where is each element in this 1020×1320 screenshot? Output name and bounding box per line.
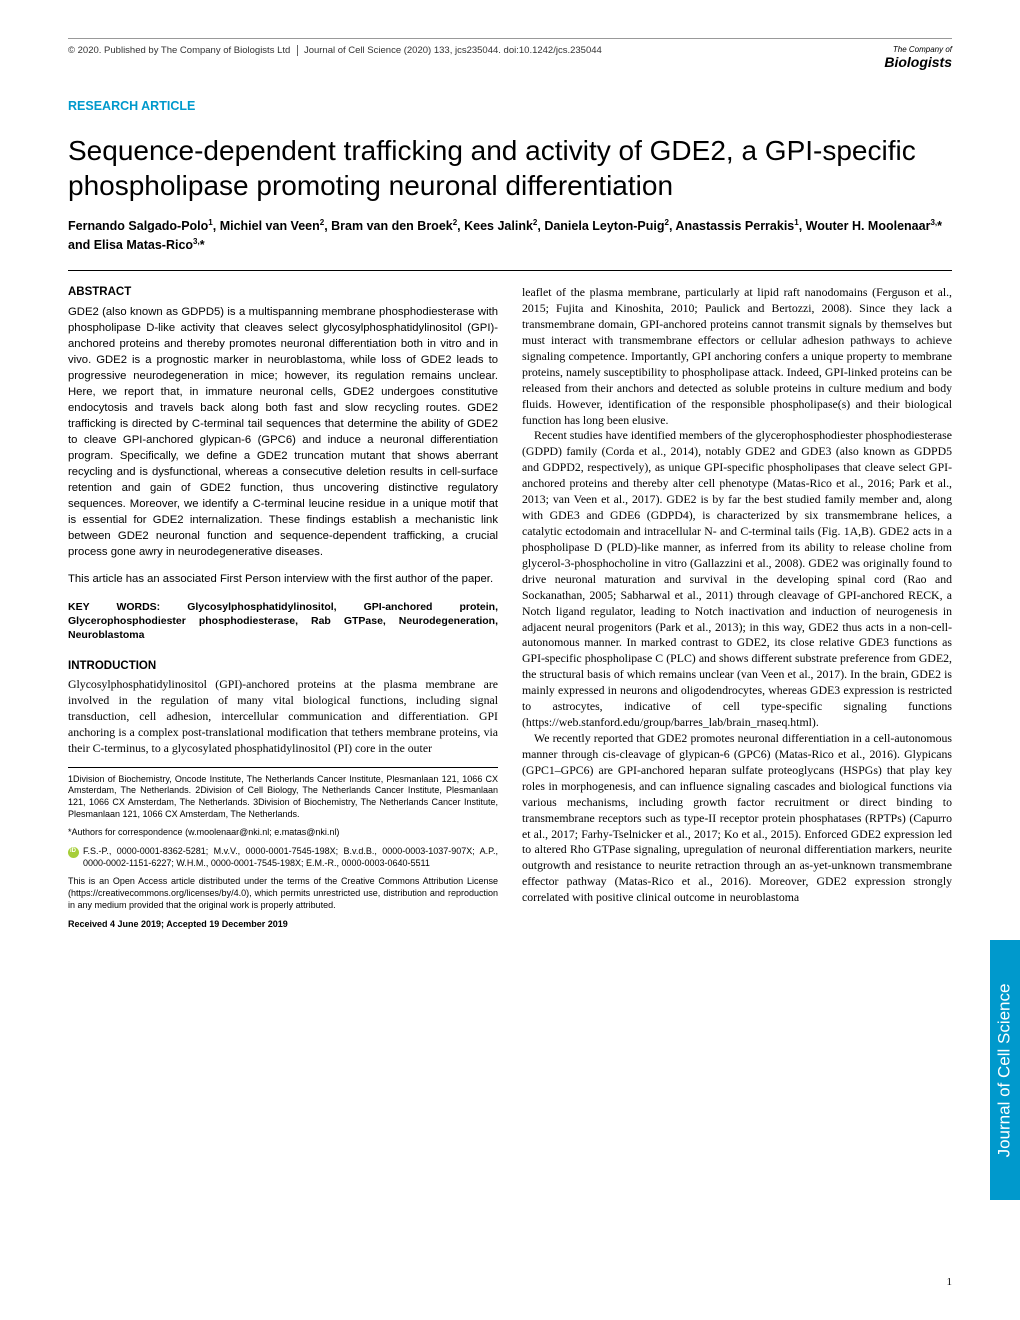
article-title: Sequence-dependent trafficking and activ…	[68, 133, 952, 203]
body-para-1: leaflet of the plasma membrane, particul…	[522, 285, 952, 428]
author-list: Fernando Salgado-Polo1, Michiel van Veen…	[68, 217, 952, 254]
journal-sidebar-tab: Journal of Cell Science	[990, 940, 1020, 1200]
body-para-3: We recently reported that GDE2 promotes …	[522, 731, 952, 906]
received-accepted: Received 4 June 2019; Accepted 19 Decemb…	[68, 919, 498, 931]
orcid-line: F.S.-P., 0000-0001-8362-5281; M.v.V., 00…	[68, 846, 498, 869]
first-person-note: This article has an associated First Per…	[68, 572, 498, 588]
orcid-icon	[68, 847, 79, 858]
right-column: leaflet of the plasma membrane, particul…	[522, 285, 952, 937]
header-bar: © 2020. Published by The Company of Biol…	[68, 38, 952, 70]
copyright: © 2020. Published by The Company of Biol…	[68, 45, 290, 56]
introduction-text: Glycosylphosphatidylinositol (GPI)-ancho…	[68, 677, 498, 757]
left-column: ABSTRACT GDE2 (also known as GDPD5) is a…	[68, 285, 498, 937]
title-divider	[68, 270, 952, 271]
two-column-body: ABSTRACT GDE2 (also known as GDPD5) is a…	[68, 285, 952, 937]
logo-prefix: The Company of	[893, 45, 952, 54]
article-type: RESEARCH ARTICLE	[68, 98, 952, 115]
intro-para-1: Glycosylphosphatidylinositol (GPI)-ancho…	[68, 677, 498, 757]
orcid-ids: F.S.-P., 0000-0001-8362-5281; M.v.V., 00…	[83, 846, 498, 869]
page-number: 1	[947, 1275, 953, 1290]
license-text: This is an Open Access article distribut…	[68, 876, 498, 911]
abstract-body: GDE2 (also known as GDPD5) is a multispa…	[68, 304, 498, 561]
logo-main: Biologists	[884, 54, 952, 70]
header-meta: © 2020. Published by The Company of Biol…	[68, 45, 606, 58]
sidebar-label: Journal of Cell Science	[994, 983, 1017, 1157]
keywords: KEY WORDS: Glycosylphosphatidylinositol,…	[68, 600, 498, 643]
introduction-heading: INTRODUCTION	[68, 659, 498, 675]
body-para-2: Recent studies have identified members o…	[522, 428, 952, 731]
affiliations-block: 1Division of Biochemistry, Oncode Instit…	[68, 767, 498, 931]
journal-citation: Journal of Cell Science (2020) 133, jcs2…	[297, 45, 602, 56]
affiliation-list: 1Division of Biochemistry, Oncode Instit…	[68, 774, 498, 821]
publisher-logo: The Company of Biologists	[884, 45, 952, 70]
abstract-heading: ABSTRACT	[68, 285, 498, 301]
corresponding-authors: *Authors for correspondence (w.moolenaar…	[68, 827, 498, 839]
